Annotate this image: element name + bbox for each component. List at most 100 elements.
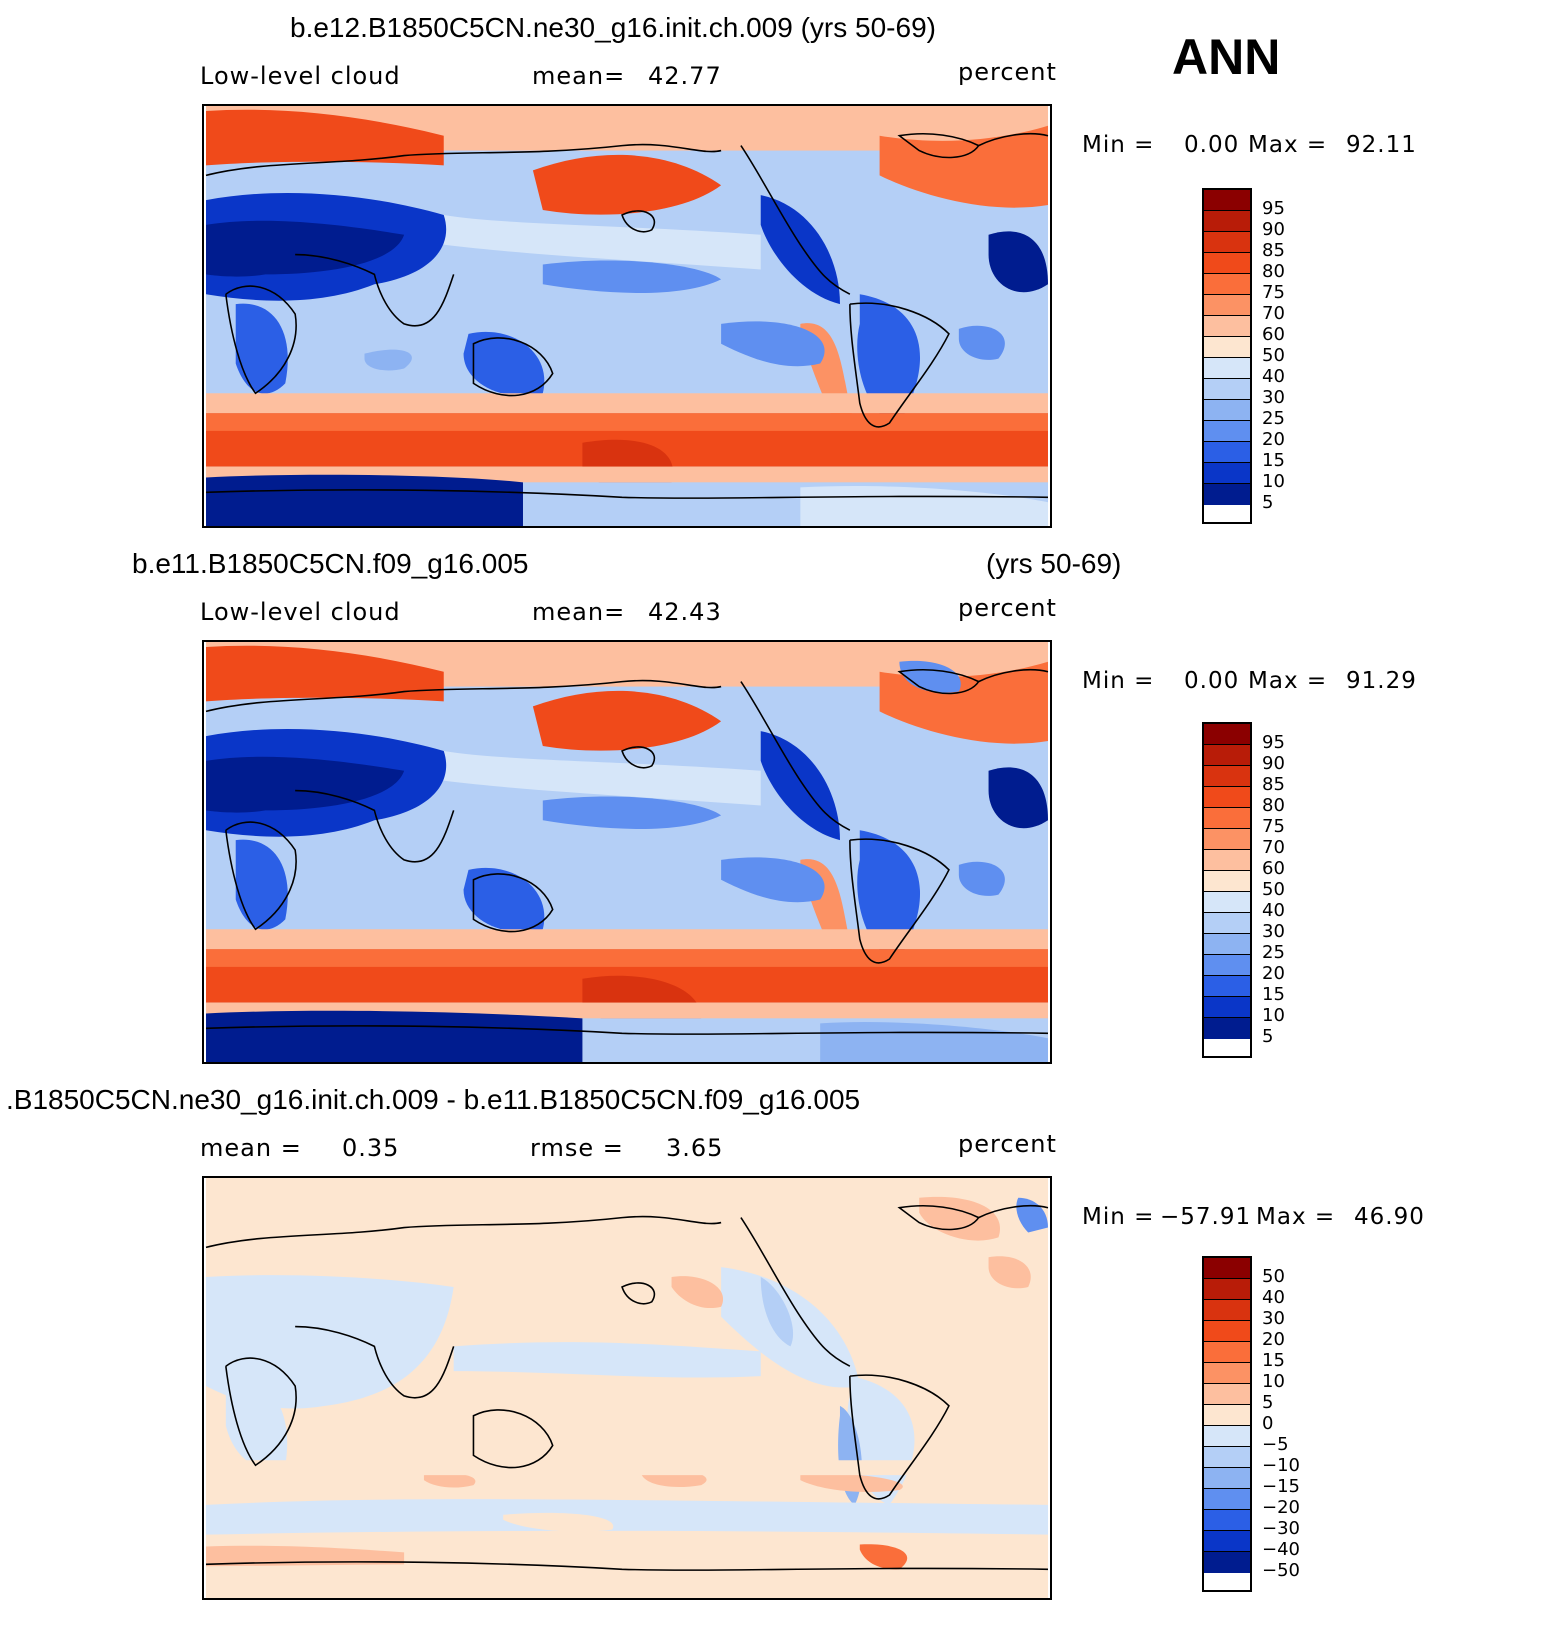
panel1-colorbar-tick: 80 <box>1262 261 1285 282</box>
panel2-colorbar-tick: 25 <box>1262 942 1285 963</box>
panel1-colorbar-tick: 70 <box>1262 303 1285 324</box>
panel1-colorbar-tick: 20 <box>1262 429 1285 450</box>
panel1-colorbar-tick: 25 <box>1262 408 1285 429</box>
panel3-max-value: 46.90 <box>1354 1204 1425 1230</box>
panel3-colorbar-tick: 30 <box>1262 1308 1285 1329</box>
panel1-variable-label: Low-level cloud <box>200 62 401 90</box>
panel3-colorbar-tick: 20 <box>1262 1329 1285 1350</box>
panel3-colorbar-swatch <box>1204 1300 1250 1321</box>
panel1-colorbar-swatch <box>1204 232 1250 253</box>
panel1-colorbar-swatch <box>1204 379 1250 400</box>
panel2-colorbar-swatch <box>1204 892 1250 913</box>
panel3-colorbar-tick: 40 <box>1262 1287 1285 1308</box>
panel3-colorbar-swatch <box>1204 1384 1250 1405</box>
panel2-colorbar-swatch <box>1204 1018 1250 1039</box>
panel2-colorbar-swatch <box>1204 766 1250 787</box>
panel3-colorbar-swatch <box>1204 1426 1250 1447</box>
panel1-colorbar-tick: 60 <box>1262 324 1285 345</box>
panel1-colorbar-swatch <box>1204 400 1250 421</box>
panel1-colorbar-swatch <box>1204 190 1250 211</box>
panel3-units: percent <box>958 1130 1057 1158</box>
panel1-max-value: 92.11 <box>1346 132 1417 158</box>
panel3-colorbar-tick: −15 <box>1262 1476 1300 1497</box>
panel2-colorbar-swatch <box>1204 850 1250 871</box>
panel3-map <box>202 1176 1052 1600</box>
panel1-colorbar-swatch <box>1204 316 1250 337</box>
panel2-colorbar-tick: 10 <box>1262 1005 1285 1026</box>
panel2-colorbar-tick: 15 <box>1262 984 1285 1005</box>
panel1-min-label: Min = <box>1082 132 1155 158</box>
panel1-colorbar-swatch <box>1204 253 1250 274</box>
panel3-map-field <box>205 1178 1049 1598</box>
panel1-colorbar-tick: 5 <box>1262 492 1274 513</box>
panel3-mean-label: mean = <box>200 1134 302 1162</box>
panel2-colorbar-swatch <box>1204 871 1250 892</box>
panel2-colorbar-swatch <box>1204 997 1250 1018</box>
panel3-colorbar-swatch <box>1204 1531 1250 1552</box>
panel3-colorbar-tick: −20 <box>1262 1497 1300 1518</box>
panel2-units: percent <box>958 594 1057 622</box>
panel2-mean-label: mean= <box>532 598 626 626</box>
panel2-colorbar-tick: 80 <box>1262 795 1285 816</box>
panel2-min-label: Min = <box>1082 668 1155 694</box>
panel1-colorbar-swatch <box>1204 463 1250 484</box>
panel3-colorbar-swatch <box>1204 1321 1250 1342</box>
panel2-colorbar-tick: 30 <box>1262 921 1285 942</box>
panel3-colorbar-tick: −5 <box>1262 1434 1289 1455</box>
panel2-colorbar-tick: 70 <box>1262 837 1285 858</box>
panel3-colorbar-tick: 5 <box>1262 1392 1274 1413</box>
panel2-max-value: 91.29 <box>1346 668 1417 694</box>
panel2-min-value: 0.00 <box>1184 668 1240 694</box>
panel3-colorbar-swatch <box>1204 1552 1250 1573</box>
panel1-colorbar-tick: 85 <box>1262 240 1285 261</box>
panel2-title-years: (yrs 50-69) <box>986 548 1122 579</box>
panel1-mean-label: mean= <box>532 62 626 90</box>
panel1-colorbar-swatch <box>1204 274 1250 295</box>
panel2-colorbar-swatch <box>1204 934 1250 955</box>
panel2-colorbar-swatch <box>1204 913 1250 934</box>
panel1-colorbar-tick: 95 <box>1262 198 1285 219</box>
panel2-colorbar-tick: 20 <box>1262 963 1285 984</box>
panel2-colorbar-tick: 5 <box>1262 1026 1274 1047</box>
panel1-colorbar-swatch <box>1204 358 1250 379</box>
panel2-colorbar-swatch <box>1204 787 1250 808</box>
panel2-map-field <box>205 642 1049 1062</box>
panel2-colorbar-tick: 95 <box>1262 732 1285 753</box>
panel2-colorbar-swatch <box>1204 808 1250 829</box>
panel1-colorbar-tick: 15 <box>1262 450 1285 471</box>
panel1-colorbar-tick: 90 <box>1262 219 1285 240</box>
panel1-map-field <box>205 106 1049 526</box>
panel1-colorbar-swatch <box>1204 421 1250 442</box>
panel1-colorbar-swatch <box>1204 211 1250 232</box>
panel2-colorbar-swatch <box>1204 745 1250 766</box>
panel3-colorbar-swatch <box>1204 1489 1250 1510</box>
season-label: ANN <box>1172 29 1281 85</box>
panel3-colorbar-swatch <box>1204 1447 1250 1468</box>
panel2-map <box>202 640 1052 1064</box>
panel3-colorbar-tick: 15 <box>1262 1350 1285 1371</box>
panel1-colorbar-swatch <box>1204 442 1250 463</box>
panel2-colorbar-tick: 85 <box>1262 774 1285 795</box>
panel2-colorbar-swatch <box>1204 724 1250 745</box>
panel3-colorbar-swatch <box>1204 1363 1250 1384</box>
panel3-colorbar-swatch <box>1204 1468 1250 1489</box>
panel3-colorbar-tick: 50 <box>1262 1266 1285 1287</box>
panel2-max-label: Max = <box>1248 668 1328 694</box>
panel1-max-label: Max = <box>1248 132 1328 158</box>
panel3-colorbar-swatch <box>1204 1405 1250 1426</box>
panel1-units: percent <box>958 58 1057 86</box>
panel3-min-label: Min = <box>1082 1204 1155 1230</box>
panel1-title: b.e12.B1850C5CN.ne30_g16.init.ch.009 (yr… <box>290 12 936 43</box>
panel1-colorbar-tick: 30 <box>1262 387 1285 408</box>
panel3-colorbar-tick: 10 <box>1262 1371 1285 1392</box>
panel2-colorbar-tick: 75 <box>1262 816 1285 837</box>
panel3-rmse-label: rmse = <box>530 1134 624 1162</box>
panel3-title: .B1850C5CN.ne30_g16.init.ch.009 - b.e11.… <box>6 1084 861 1115</box>
panel3-colorbar-swatch <box>1204 1258 1250 1279</box>
panel2-colorbar-tick: 40 <box>1262 900 1285 921</box>
panel3-colorbar-swatch <box>1204 1342 1250 1363</box>
panel3-colorbar-tick: −40 <box>1262 1539 1300 1560</box>
panel3-mean-value: 0.35 <box>342 1134 400 1162</box>
panel3-max-label: Max = <box>1256 1204 1336 1230</box>
panel1-colorbar-swatch <box>1204 337 1250 358</box>
